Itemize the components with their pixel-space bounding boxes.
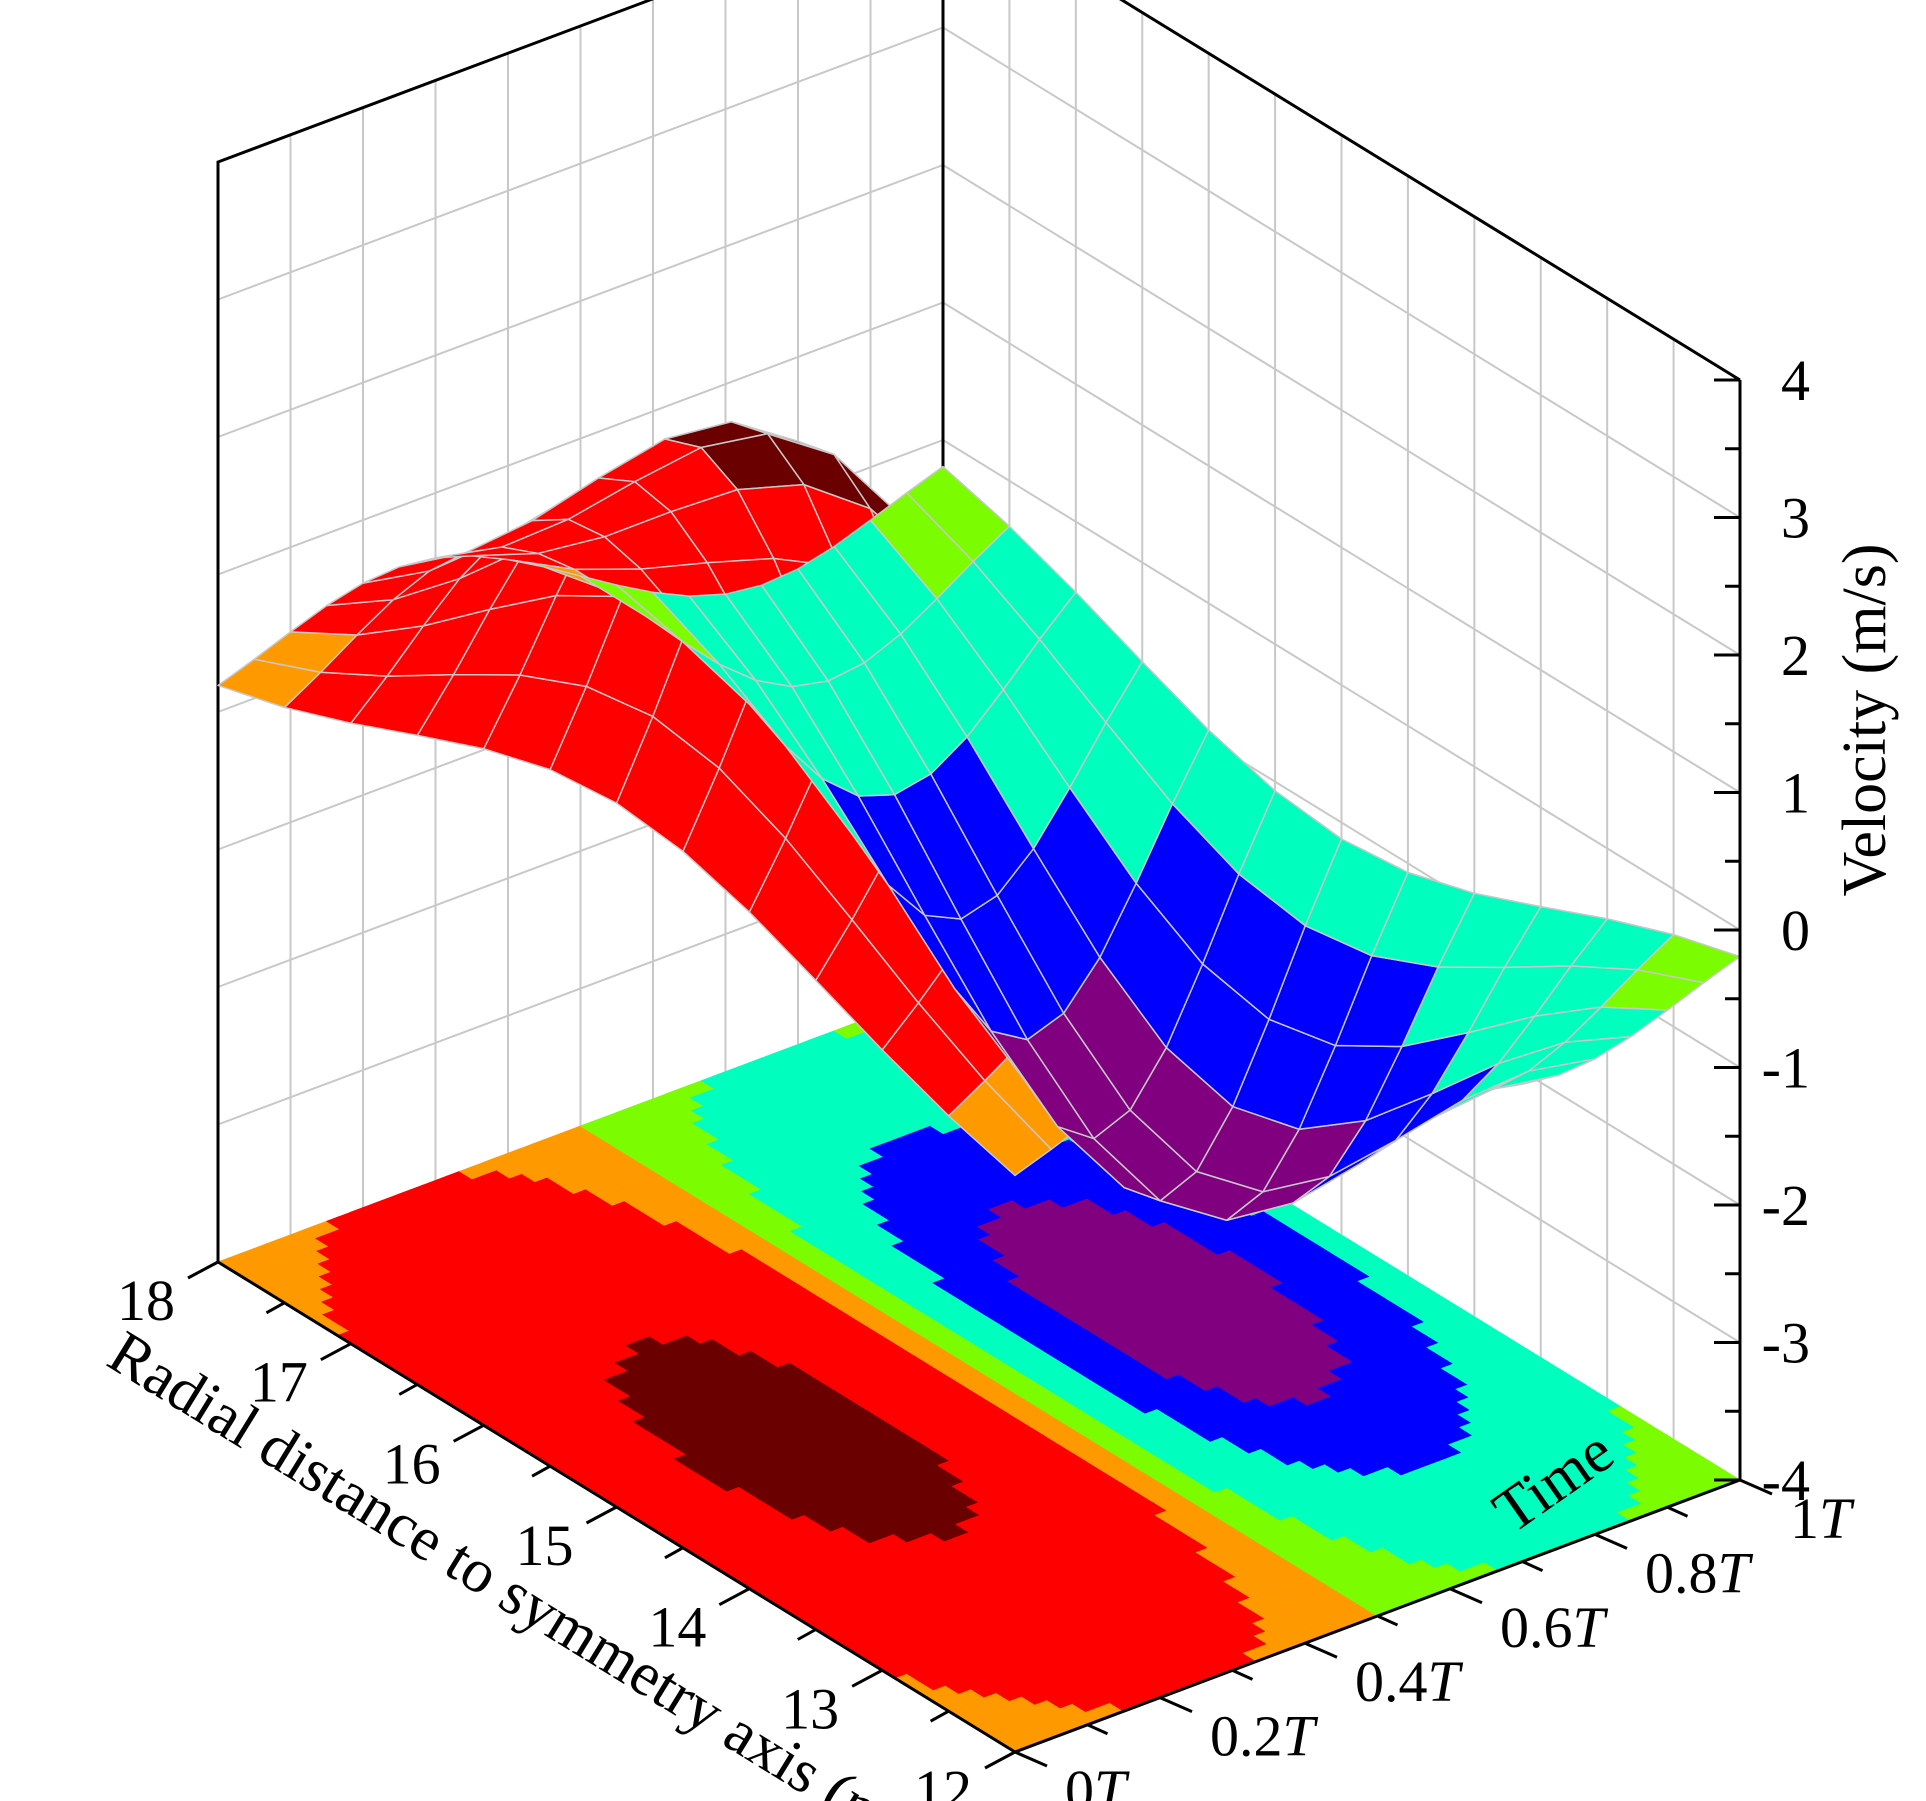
radial-tick-label: 13 [781,1676,839,1741]
radial-major-tick [187,1260,219,1280]
time-tick-label: 0.2T [1210,1704,1319,1769]
time-minor-tick [1231,1669,1254,1681]
velocity-tick-label: -4 [1762,1448,1810,1513]
right-wall-horizontal-grid [942,439,1741,931]
radial-major-tick [320,1342,352,1361]
right-wall-horizontal-grid [942,301,1741,794]
radial-tick-label: 12 [914,1758,972,1801]
radial-minor-tick [929,1709,950,1723]
axes [187,378,1773,1770]
velocity-tick-label: -1 [1762,1036,1810,1101]
time-tick-label: 0.6T [1500,1595,1609,1660]
radial-major-tick [984,1750,1016,1770]
time-minor-tick [1376,1614,1399,1627]
time-major-tick [1739,1478,1773,1496]
time-major-tick [1594,1533,1628,1550]
velocity-tick-label: 3 [1781,486,1810,551]
time-tick-label: 0.8T [1645,1540,1754,1605]
left-wall-horizontal-grid [217,26,944,301]
radial-tick-label: 15 [516,1513,574,1578]
time-major-tick [1304,1641,1338,1659]
wall-frame [216,0,1741,1262]
time-minor-tick [1521,1560,1544,1572]
surface-patch [906,465,1011,563]
time-major-tick [1449,1587,1483,1605]
radial-minor-tick [797,1628,817,1641]
radial-tick-label: 16 [383,1431,441,1496]
velocity-axis-title: Velocity (m/s) [1831,544,1899,897]
radial-tick-label: 18 [117,1268,175,1333]
radial-tick-label: 17 [250,1350,308,1415]
right-wall-horizontal-grid [942,26,1741,519]
radial-minor-tick [664,1546,684,1560]
radial-tick-label: 14 [648,1595,706,1660]
left-wall-horizontal-grid [217,164,944,438]
time-tick-label: 0.4T [1355,1649,1464,1714]
velocity-tick-label: 4 [1781,348,1810,413]
time-major-tick [1014,1750,1048,1768]
velocity-tick-label: 1 [1781,761,1810,826]
velocity-tick-label: 0 [1781,898,1810,963]
velocity-surface [217,421,1741,1221]
radial-minor-tick [531,1464,551,1478]
radial-major-tick [851,1669,883,1688]
velocity-tick-label: -2 [1762,1173,1810,1238]
radial-major-tick [452,1424,485,1443]
velocity-tick-label: -3 [1762,1311,1810,1376]
radial-minor-tick [398,1383,418,1396]
radial-major-tick [718,1587,751,1606]
time-minor-tick [1666,1505,1689,1518]
time-tick-label: 1T [1790,1486,1855,1551]
radial-minor-tick [265,1301,286,1315]
right-wall-horizontal-grid [942,164,1741,656]
velocity-tick-label: 2 [1781,623,1810,688]
time-tick-label: 0T [1065,1758,1130,1801]
left-wall-horizontal-grid [217,301,944,576]
time-minor-tick [1086,1723,1109,1736]
time-major-tick [1159,1696,1193,1713]
radial-major-tick [585,1505,618,1525]
back-walls [216,0,1741,1480]
